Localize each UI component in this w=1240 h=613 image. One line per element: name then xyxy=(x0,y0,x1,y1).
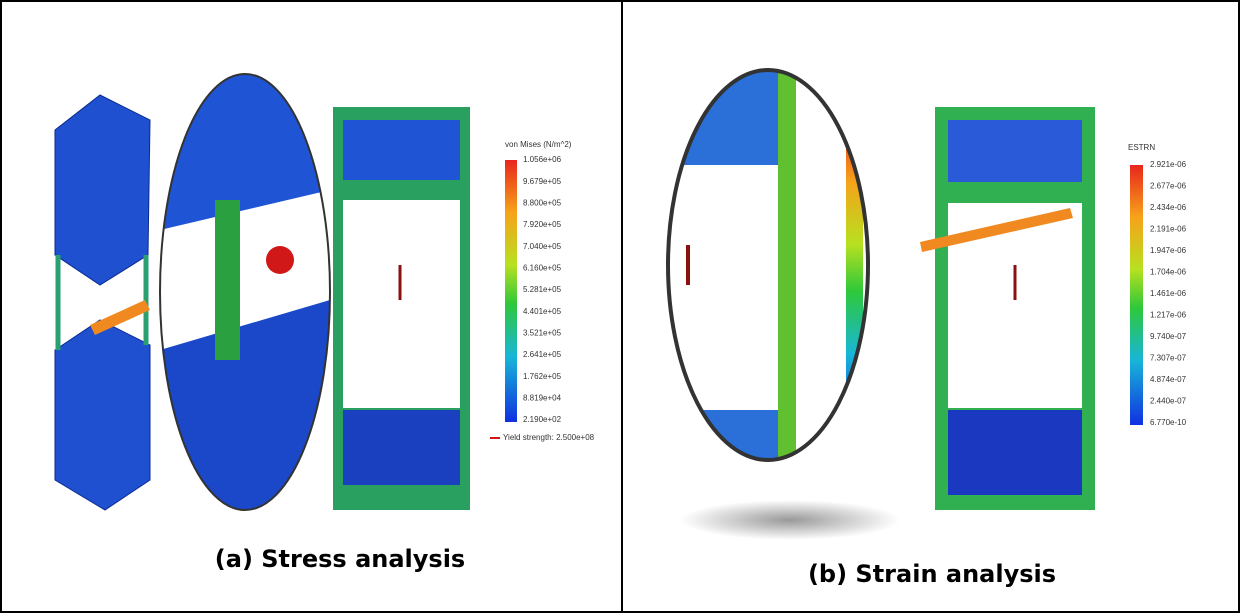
legend-label: 1.217e-06 xyxy=(1150,311,1187,320)
legend-label: 7.920e+05 xyxy=(523,220,562,229)
stress-model xyxy=(55,70,517,520)
zoom-label: 2.191e- xyxy=(873,170,911,182)
legend-label: 1.704e-06 xyxy=(1150,268,1187,277)
legend-label: 1.947e-06 xyxy=(1150,246,1187,255)
legend-label: 8.800e+05 xyxy=(523,198,562,207)
legend-label: 1.056e+06 xyxy=(523,155,562,164)
legend-label: 3.521e+05 xyxy=(523,328,562,337)
legend-label: 9.740e-07 xyxy=(1150,332,1187,341)
legend-label: 2.191e-06 xyxy=(1150,225,1187,234)
legend-label: 8.819e+04 xyxy=(523,393,562,402)
zoom-label: 7.307e- xyxy=(873,374,911,386)
legend-label: 2.434e-06 xyxy=(1150,203,1187,212)
legend-label: 2.440e-07 xyxy=(1150,397,1187,406)
caption: (a) Stress analysis xyxy=(215,545,465,573)
legend-label: 7.307e-07 xyxy=(1150,354,1187,363)
legend-label: 1.762e+05 xyxy=(523,372,562,381)
legend-label: 1.461e-06 xyxy=(1150,289,1187,298)
note: Yield strength: 2.500e+08 xyxy=(503,433,595,442)
legend-label: 2.641e+05 xyxy=(523,350,562,359)
legend-label: 4.874e-07 xyxy=(1150,375,1187,384)
legend-title: ESTRN xyxy=(1128,143,1155,152)
zoom-label: 9.740e- xyxy=(873,340,911,352)
strain-model xyxy=(668,70,1143,540)
figure: (a) Stress analysis von Mises (N/m^2) 1.05… xyxy=(0,0,1240,613)
legend-label: 6.770e-10 xyxy=(1150,418,1187,427)
legend-label: 2.190e+02 xyxy=(523,415,562,424)
caption: (b) Strain analysis xyxy=(808,560,1056,588)
legend-label: 4.401e+05 xyxy=(523,307,562,316)
zoom-label: 4.87 xyxy=(873,408,894,420)
zoom-label: 1.704e-06 xyxy=(873,238,923,250)
zoom-label: 1.947e- xyxy=(873,204,911,216)
legend-title: von Mises (N/m^2) xyxy=(505,140,572,149)
legend-label: 6.160e+05 xyxy=(523,263,562,272)
legend-label: 9.679e+05 xyxy=(523,177,562,186)
legend-label: 7.040e+05 xyxy=(523,242,562,251)
legend-label: 2.921e-06 xyxy=(1150,160,1187,169)
zoom-label: 1.217e-06 xyxy=(873,306,923,318)
zoom-label: 2.434 xyxy=(873,136,901,148)
legend-label: 2.677e-06 xyxy=(1150,182,1187,191)
legend-label: 5.281e+05 xyxy=(523,285,562,294)
zoom-label: 1.461e-06 xyxy=(873,272,923,284)
